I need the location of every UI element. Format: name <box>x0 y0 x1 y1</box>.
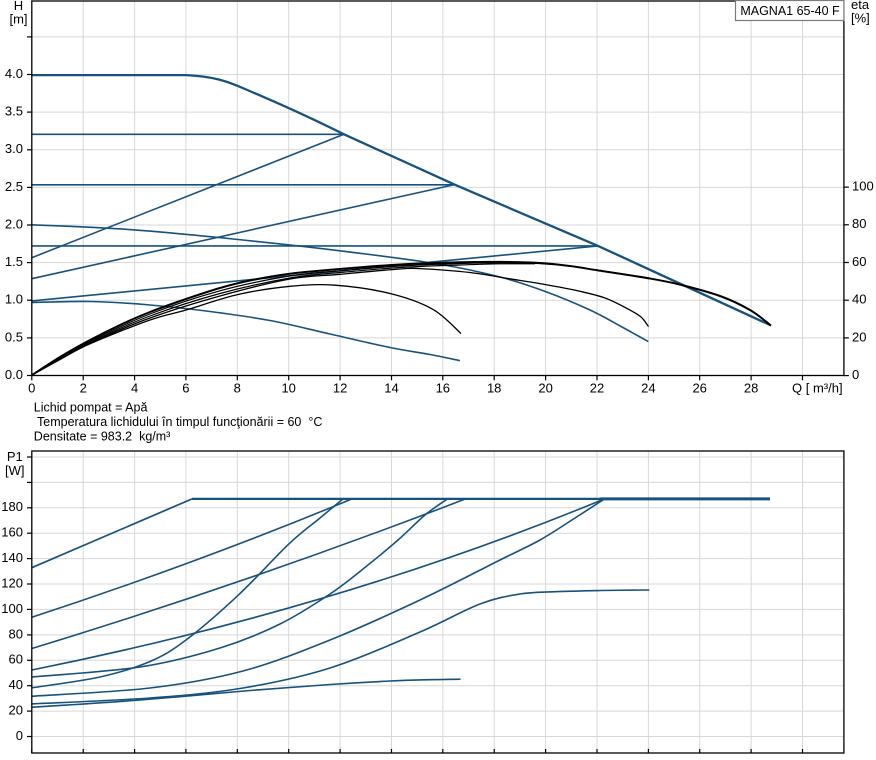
svg-text:0: 0 <box>852 367 859 382</box>
svg-text:1.5: 1.5 <box>5 254 23 269</box>
svg-text:20: 20 <box>9 703 23 718</box>
svg-text:eta: eta <box>851 0 870 12</box>
svg-text:2.5: 2.5 <box>5 179 23 194</box>
svg-text:140: 140 <box>1 550 23 565</box>
svg-text:100: 100 <box>1 601 23 616</box>
svg-text:40: 40 <box>852 292 866 307</box>
svg-text:Temperatura lichidului în timp: Temperatura lichidului în timpul funcţio… <box>37 415 322 429</box>
svg-text:1.0: 1.0 <box>5 292 23 307</box>
svg-text:0.5: 0.5 <box>5 329 23 344</box>
svg-text:Densitate = 983.2 kg/m³: Densitate = 983.2 kg/m³ <box>34 429 171 443</box>
svg-text:28: 28 <box>744 381 758 396</box>
svg-text:0: 0 <box>16 728 23 743</box>
svg-text:4: 4 <box>131 381 138 396</box>
svg-text:P1: P1 <box>7 449 23 464</box>
svg-text:Lichid pompat = Apă: Lichid pompat = Apă <box>34 401 148 415</box>
svg-text:100: 100 <box>852 179 874 194</box>
svg-text:160: 160 <box>1 525 23 540</box>
svg-text:12: 12 <box>333 381 347 396</box>
svg-text:[W]: [W] <box>5 463 25 478</box>
svg-text:Q [ m³/h]: Q [ m³/h] <box>792 381 843 396</box>
svg-text:120: 120 <box>1 575 23 590</box>
svg-text:3.0: 3.0 <box>5 141 23 156</box>
svg-text:MAGNA1 65-40 F: MAGNA1 65-40 F <box>740 4 840 18</box>
svg-text:4.0: 4.0 <box>5 66 23 81</box>
svg-text:0.0: 0.0 <box>5 367 23 382</box>
svg-text:60: 60 <box>852 254 866 269</box>
svg-text:80: 80 <box>9 626 23 641</box>
svg-text:[%]: [%] <box>851 11 870 26</box>
svg-text:3.5: 3.5 <box>5 104 23 119</box>
svg-text:14: 14 <box>384 381 398 396</box>
svg-text:180: 180 <box>1 499 23 514</box>
svg-text:80: 80 <box>852 216 866 231</box>
svg-text:10: 10 <box>281 381 295 396</box>
svg-text:40: 40 <box>9 677 23 692</box>
svg-text:0: 0 <box>28 381 35 396</box>
svg-text:20: 20 <box>852 329 866 344</box>
svg-text:H: H <box>14 0 23 13</box>
svg-text:60: 60 <box>9 652 23 667</box>
svg-text:16: 16 <box>436 381 450 396</box>
svg-text:[m]: [m] <box>9 11 27 26</box>
svg-text:2: 2 <box>80 381 87 396</box>
svg-text:26: 26 <box>692 381 706 396</box>
svg-text:2.0: 2.0 <box>5 216 23 231</box>
svg-text:18: 18 <box>487 381 501 396</box>
svg-text:24: 24 <box>641 381 655 396</box>
svg-text:6: 6 <box>182 381 189 396</box>
svg-text:22: 22 <box>590 381 604 396</box>
svg-text:8: 8 <box>234 381 241 396</box>
svg-text:20: 20 <box>538 381 552 396</box>
